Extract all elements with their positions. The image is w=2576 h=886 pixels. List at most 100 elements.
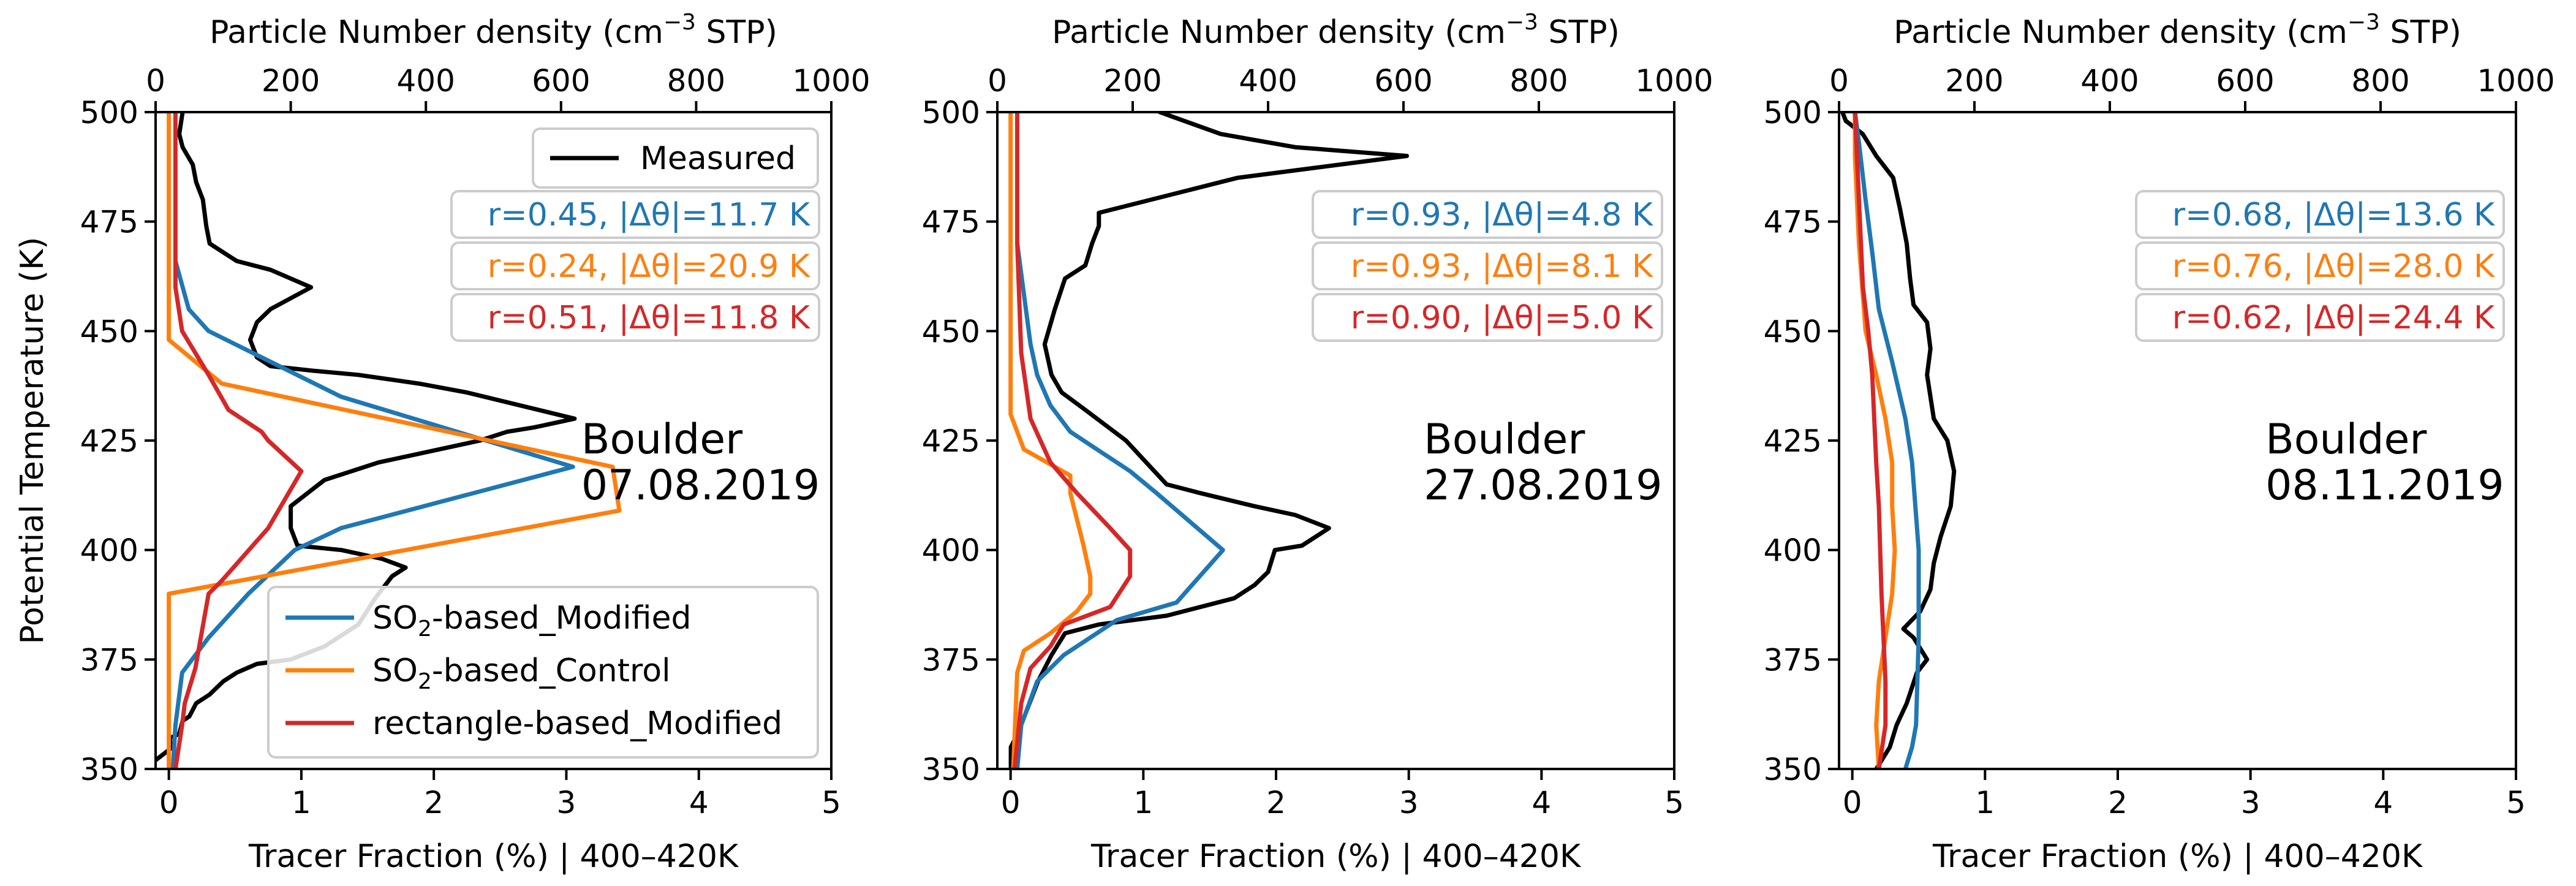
series-line-so2-based-modified	[170, 259, 575, 769]
legend-box	[267, 586, 819, 759]
legend-label-pre: SO	[372, 653, 418, 689]
top-x-tick-label: 1000	[792, 63, 870, 99]
x-tick-label: 4	[1532, 785, 1551, 820]
x-tick-label: 4	[689, 785, 709, 820]
top-x-tick-label: 1000	[2477, 63, 2555, 99]
y-tick-label: 475	[922, 205, 980, 240]
legend-label-sub: 2	[418, 669, 432, 694]
top-x-axis-label: Particle Number density (cm−3 STP)	[1052, 10, 1620, 51]
series-line-rectangle-based-modified	[1853, 112, 1888, 769]
y-tick-label: 375	[922, 642, 980, 678]
series-lines	[1008, 112, 1409, 769]
x-tick-label: 5	[2506, 785, 2526, 820]
stats-box	[450, 241, 820, 290]
legend-measured: Measured	[532, 127, 819, 189]
top-x-tick-label: 400	[2080, 63, 2139, 99]
top-x-tick-label: 0	[146, 63, 165, 99]
top-x-tick-label: 600	[1374, 63, 1432, 99]
stats-box	[2135, 241, 2505, 290]
panel-1: 0 1 2 3 4 50 200 400 600 800 100035037540042545047…	[14, 10, 871, 875]
top-x-tick-label: 200	[262, 63, 320, 99]
top-x-axis-label-pre: Particle Number density (cm	[210, 14, 663, 51]
top-x-axis-label-sup: −3	[663, 10, 696, 35]
top-x-tick-label: 1000	[1635, 63, 1713, 99]
x-tick-label: 4	[2373, 785, 2393, 820]
legend-label-measured: Measured	[640, 140, 796, 177]
top-x-tick-label: 0	[1829, 63, 1849, 99]
top-x-axis-label-sup: −3	[1506, 10, 1538, 35]
x-tick-label: 0	[1843, 785, 1862, 820]
series-line-so2-based-control	[167, 112, 622, 769]
stats-box	[2135, 293, 2505, 342]
stats-box	[1312, 241, 1663, 290]
top-x-axis-label-pre: Particle Number density (cm	[1894, 14, 2347, 51]
x-tick-label: 5	[1664, 785, 1684, 820]
top-x-tick-label: 800	[667, 63, 725, 99]
x-tick-label: 3	[557, 785, 576, 820]
y-tick-label: 375	[1764, 642, 1822, 678]
y-tick-label: 475	[1764, 205, 1822, 240]
top-x-axis-label: Particle Number density (cm−3 STP)	[210, 10, 777, 51]
series-line-measured	[1840, 112, 1957, 769]
top-x-tick-label: 0	[988, 63, 1007, 99]
series-line-measured	[156, 112, 577, 763]
y-tick-label: 425	[80, 423, 138, 459]
panel-2: 0 1 2 3 4 50 200 400 600 800 100035037540042545047…	[922, 10, 1713, 875]
legend-label: rectangle-based_Modified	[372, 705, 782, 742]
legend-label: SO2-based_Control	[372, 653, 671, 694]
top-x-tick-label: 800	[1509, 63, 1568, 99]
top-x-axis-label-post: STP)	[1538, 14, 1620, 51]
top-x-tick-label: 200	[1103, 63, 1161, 99]
top-x-tick-label: 800	[2351, 63, 2409, 99]
y-axis-label: Potential Temperature (K)	[14, 237, 51, 645]
top-x-tick-label: 600	[2216, 63, 2274, 99]
y-tick-label: 400	[80, 533, 138, 569]
stats-text: r=0.76, |Δθ|=28.0 K	[2172, 248, 2496, 285]
series-line-rectangle-based-modified	[1012, 112, 1133, 769]
y-tick-label: 350	[922, 752, 980, 787]
x-tick-label: 1	[1975, 785, 1995, 820]
legend-label-post: -based_Control	[432, 653, 671, 689]
top-x-tick-label: 400	[396, 63, 455, 99]
date-label: 27.08.2019	[1424, 461, 1662, 510]
legend-label-post: -based_Modified	[432, 600, 692, 637]
series-lines	[1840, 112, 1957, 769]
date-label: 08.11.2019	[2265, 461, 2504, 510]
x-tick-label: 3	[2241, 785, 2261, 820]
stats-text: r=0.51, |Δθ|=11.8 K	[488, 300, 811, 336]
stats-box	[1312, 190, 1663, 239]
x-tick-label: 5	[822, 785, 841, 820]
y-tick-label: 500	[80, 95, 138, 131]
y-tick-label: 350	[1764, 752, 1822, 787]
series-line-so2-based-modified	[1015, 112, 1225, 769]
y-tick-label: 450	[80, 314, 138, 349]
top-x-axis-label-post: STP)	[696, 14, 777, 51]
y-tick-label: 400	[1764, 533, 1822, 569]
top-x-tick-label: 200	[1945, 63, 2003, 99]
x-tick-label: 3	[1399, 785, 1419, 820]
legend-models: SO2-based_ModifiedSO2-based_Controlrecta…	[267, 586, 819, 759]
y-tick-label: 450	[922, 314, 980, 349]
stats-box	[450, 293, 820, 342]
y-tick-label: 450	[1764, 314, 1822, 349]
stats-box	[450, 190, 820, 239]
x-axis-label: Tracer Fraction (%) | 400–420K	[1090, 838, 1582, 875]
stats-text: r=0.93, |Δθ|=4.8 K	[1351, 197, 1654, 233]
top-x-tick-label: 600	[532, 63, 590, 99]
y-tick-label: 425	[922, 423, 980, 459]
x-tick-label: 0	[1001, 785, 1021, 820]
legend-box	[532, 127, 819, 189]
location-label: Boulder	[1424, 415, 1585, 464]
x-axis-label: Tracer Fraction (%) | 400–420K	[1932, 838, 2423, 875]
panel-3: 0 1 2 3 4 50 200 400 600 800 100035037540042545047…	[1764, 10, 2555, 875]
stats-box	[2135, 190, 2505, 239]
stats-text: r=0.62, |Δθ|=24.4 K	[2172, 300, 2496, 336]
series-lines	[156, 112, 622, 769]
series-line-so2-based-modified	[1853, 112, 1921, 769]
series-line-measured	[1008, 112, 1409, 769]
y-tick-label: 350	[80, 752, 138, 787]
legend-label-sub: 2	[418, 616, 432, 642]
x-tick-label: 2	[1266, 785, 1286, 820]
y-tick-label: 400	[922, 533, 980, 569]
